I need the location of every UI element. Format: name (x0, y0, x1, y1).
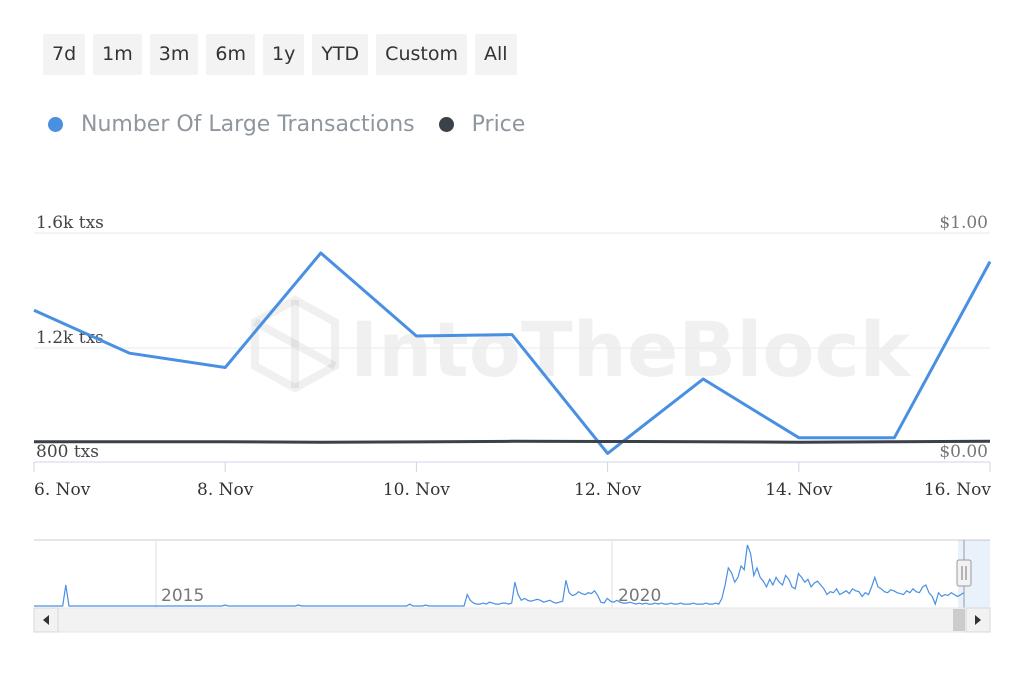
point-large-transactions-9[interactable] (892, 436, 896, 440)
point-large-transactions-6[interactable] (606, 451, 610, 455)
navigator-handle[interactable] (956, 559, 972, 587)
y-right-tick-1: $1.00 (939, 213, 988, 233)
y-left-tick-1600: 1.6k txs (36, 213, 104, 233)
y-right-tick-0: $0.00 (939, 442, 988, 462)
range-button-7d[interactable]: 7d (43, 34, 86, 75)
point-price-3[interactable] (319, 440, 323, 444)
legend-dot-price (438, 117, 454, 132)
point-large-transactions-10[interactable] (988, 260, 992, 264)
scroll-left-button[interactable] (33, 607, 59, 633)
scrollbar-track[interactable] (33, 607, 991, 633)
x-tick-label: 14. Nov (765, 480, 833, 500)
range-button-1y[interactable]: 1y (262, 34, 305, 75)
legend-label-large-transactions: Number Of Large Transactions (81, 112, 415, 137)
point-large-transactions-5[interactable] (510, 333, 514, 337)
plot-series (32, 251, 992, 455)
range-selector: 7d 1m 3m 6m 1y YTD Custom All (43, 34, 517, 75)
x-tick-label: 8. Nov (197, 480, 254, 500)
legend-item-price[interactable]: Price (438, 112, 526, 137)
point-price-2[interactable] (223, 440, 227, 444)
point-price-8[interactable] (797, 440, 801, 444)
scroll-left-arrow-icon (43, 615, 49, 625)
y-left-tick-800: 800 txs (36, 442, 99, 462)
navigator-label-2015: 2015 (161, 586, 204, 606)
legend-item-large-transactions[interactable]: Number Of Large Transactions (48, 112, 415, 137)
series-line-large-transactions[interactable] (33, 251, 992, 455)
point-large-transactions-0[interactable] (32, 308, 36, 312)
range-button-ytd[interactable]: YTD (312, 34, 369, 75)
point-price-0[interactable] (32, 440, 36, 444)
point-large-transactions-3[interactable] (319, 251, 323, 255)
point-large-transactions-2[interactable] (223, 366, 227, 370)
scroll-right-arrow-icon (975, 615, 981, 625)
watermark: IntoTheBlock (251, 295, 912, 394)
chart-legend: Number Of Large Transactions Price (48, 112, 549, 137)
point-price-1[interactable] (128, 440, 132, 444)
range-button-custom[interactable]: Custom (376, 34, 467, 75)
legend-label-price: Price (471, 112, 526, 137)
point-large-transactions-1[interactable] (128, 351, 132, 355)
point-large-transactions-4[interactable] (414, 334, 418, 338)
navigator-label-2020: 2020 (618, 586, 661, 606)
navigator: 2015 2020 (33, 539, 991, 633)
point-large-transactions-7[interactable] (701, 377, 705, 381)
legend-dot-large-transactions (48, 117, 63, 132)
point-price-7[interactable] (701, 440, 705, 444)
range-button-all[interactable]: All (474, 34, 517, 75)
navigator-series-line (34, 544, 965, 607)
point-price-10[interactable] (988, 439, 992, 443)
x-axis-ticks: 6. Nov 8. Nov 10. Nov 12. Nov 14. Nov 16. Nov (33, 462, 992, 500)
watermark-logo-icon (251, 295, 339, 393)
range-button-6m[interactable]: 6m (206, 34, 255, 75)
range-button-1m[interactable]: 1m (93, 34, 142, 75)
x-tick-label: 16. Nov (924, 480, 992, 500)
series-line-price[interactable] (34, 439, 991, 444)
point-large-transactions-8[interactable] (797, 436, 801, 440)
x-tick-label: 6. Nov (34, 480, 91, 500)
point-price-5[interactable] (510, 439, 514, 443)
watermark-text: IntoTheBlock (350, 305, 912, 394)
point-price-9[interactable] (892, 440, 896, 444)
point-price-6[interactable] (606, 439, 610, 443)
scroll-right-button[interactable] (965, 607, 991, 633)
x-tick-label: 10. Nov (383, 480, 451, 500)
range-button-3m[interactable]: 3m (149, 34, 199, 75)
point-price-4[interactable] (414, 440, 418, 444)
scrollbar-thumb[interactable] (953, 609, 965, 631)
x-tick-label: 12. Nov (574, 480, 642, 500)
